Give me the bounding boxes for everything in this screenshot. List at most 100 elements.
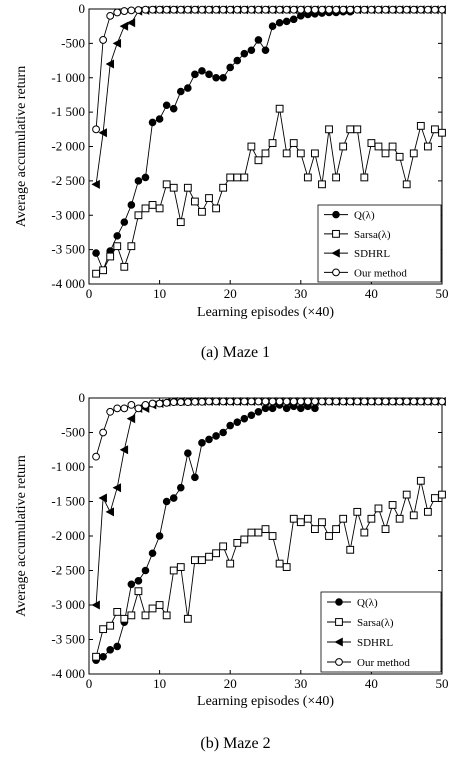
sarsa-lambda-point xyxy=(339,142,348,151)
our-method-point xyxy=(134,404,143,413)
sarsa-lambda-point xyxy=(113,608,122,616)
sdhrl-point xyxy=(126,414,136,424)
q-lambda-point xyxy=(247,46,256,55)
legend-label-q-lambda: Q(λ) xyxy=(354,210,375,222)
q-lambda-point xyxy=(240,414,249,423)
sdhrl-point xyxy=(112,483,122,493)
sarsa-lambda-point xyxy=(367,514,376,523)
q-lambda-point xyxy=(127,580,136,589)
q-lambda-point xyxy=(226,421,235,430)
our-method-point xyxy=(240,5,249,14)
our-method-point xyxy=(388,397,397,406)
legend-label-our-method: Our method xyxy=(357,657,410,669)
sarsa-lambda-point xyxy=(99,266,108,275)
y-tick-label: -2 000 xyxy=(51,528,85,543)
q-lambda-point xyxy=(106,646,114,654)
our-method-point xyxy=(431,397,439,406)
sarsa-lambda-point xyxy=(423,507,432,516)
sarsa-lambda-point xyxy=(92,269,100,278)
sarsa-lambda-point xyxy=(226,173,235,182)
sarsa-lambda-point xyxy=(113,242,122,251)
sarsa-lambda-point xyxy=(332,525,341,534)
y-tick-label: -3 500 xyxy=(51,242,85,257)
our-method-point xyxy=(346,5,355,14)
our-method-point xyxy=(374,397,383,406)
sarsa-lambda-point xyxy=(127,242,136,251)
q-lambda-point xyxy=(184,84,192,92)
legend-our-method-point xyxy=(335,658,343,666)
q-lambda-point xyxy=(120,218,129,226)
y-tick-label: -1 000 xyxy=(51,70,85,85)
sarsa-lambda-point xyxy=(183,183,192,192)
q-lambda-point xyxy=(296,404,305,413)
figure-caption: (b) Maze 2 xyxy=(200,735,270,752)
sarsa-lambda-point xyxy=(402,180,411,189)
our-method-point xyxy=(148,5,157,14)
our-method-point xyxy=(289,397,298,406)
sarsa-lambda-point xyxy=(367,139,376,147)
q-lambda-point xyxy=(205,435,213,444)
q-lambda-point xyxy=(205,70,213,79)
our-method-point xyxy=(388,5,397,14)
our-method-point xyxy=(438,397,446,406)
our-method-point xyxy=(381,5,390,14)
legend-sarsa-lambda-point xyxy=(335,618,343,626)
our-method-point xyxy=(438,5,446,14)
sarsa-lambda-point xyxy=(395,514,404,523)
our-method-point xyxy=(431,5,439,14)
sarsa-lambda-point xyxy=(120,614,129,623)
x-tick-label: 0 xyxy=(86,286,93,301)
our-method-point xyxy=(311,397,319,406)
y-tick-label: 0 xyxy=(79,390,86,405)
sarsa-lambda-point xyxy=(339,514,348,523)
our-method-point xyxy=(360,397,369,406)
y-tick-label: -2 500 xyxy=(51,563,85,578)
q-lambda-point xyxy=(212,432,220,440)
sarsa-lambda-point xyxy=(423,142,432,151)
q-lambda-point xyxy=(261,404,270,413)
sarsa-lambda-point xyxy=(332,173,341,182)
our-method-point xyxy=(296,5,305,14)
our-method-point xyxy=(120,404,129,413)
sarsa-lambda-point xyxy=(268,532,277,540)
our-method-point xyxy=(395,5,404,14)
sarsa-lambda-point xyxy=(438,128,446,137)
q-lambda-point xyxy=(191,70,199,79)
sarsa-lambda-point xyxy=(176,218,185,227)
sarsa-lambda-point xyxy=(346,545,355,554)
sarsa-lambda-point xyxy=(325,532,333,540)
our-method-point xyxy=(254,5,263,14)
figure-caption: (a) Maze 1 xyxy=(201,344,270,361)
x-tick-label: 0 xyxy=(86,676,93,691)
legend-label-q-lambda: Q(λ) xyxy=(357,597,378,609)
our-method-point xyxy=(92,452,100,461)
sarsa-lambda-point xyxy=(261,525,270,534)
sarsa-lambda-point xyxy=(240,173,249,182)
our-method-point xyxy=(311,5,319,14)
q-lambda-point xyxy=(148,118,157,127)
q-lambda-point xyxy=(92,249,100,257)
legend: Q(λ) Sarsa(λ) SDHRL Our method xyxy=(320,591,442,673)
q-lambda-point xyxy=(169,494,178,502)
sarsa-lambda-point xyxy=(134,587,143,596)
q-lambda-point xyxy=(176,87,185,96)
our-method-point xyxy=(275,397,284,406)
sarsa-lambda-point xyxy=(212,549,220,558)
our-method-point xyxy=(148,399,157,408)
chart-b: 0 10 20 30 40 50 -4 000 -3 500 -3 000 -2 500 -2 00… xyxy=(14,390,449,752)
our-method-point xyxy=(205,5,213,14)
x-tick-label: 40 xyxy=(365,286,378,301)
our-method-point xyxy=(226,5,235,14)
sarsa-lambda-point xyxy=(233,173,242,182)
q-lambda-point xyxy=(141,173,150,182)
sarsa-lambda-point xyxy=(395,152,404,161)
sarsa-lambda-point xyxy=(155,204,164,213)
sarsa-lambda-point xyxy=(92,652,100,661)
q-lambda-point xyxy=(148,549,157,558)
q-lambda-point xyxy=(134,577,143,585)
our-method-point xyxy=(303,397,312,406)
our-method-point xyxy=(318,397,326,406)
sdhrl-point xyxy=(98,493,107,503)
sarsa-lambda-point xyxy=(388,142,397,151)
our-method-point xyxy=(332,397,341,406)
